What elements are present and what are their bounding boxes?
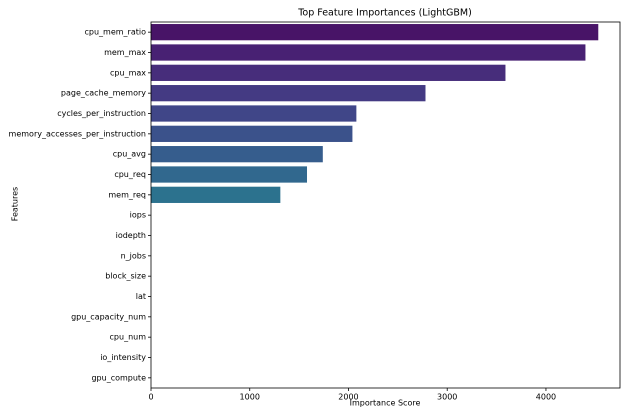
y-tick-label: cycles_per_instruction bbox=[57, 109, 146, 118]
y-tick-label: block_size bbox=[105, 272, 146, 281]
y-tick-label: page_cache_memory bbox=[61, 89, 146, 98]
y-tick-label: mem_req bbox=[108, 190, 146, 199]
y-tick-label: iodepth bbox=[116, 231, 146, 240]
bar bbox=[151, 105, 357, 122]
y-tick-label: cpu_max bbox=[110, 68, 146, 77]
plot-frame bbox=[150, 21, 621, 389]
x-tick-label: 4000 bbox=[536, 393, 556, 402]
bar bbox=[151, 146, 323, 163]
y-tick-label: lat bbox=[136, 292, 146, 301]
y-tick-label: cpu_req bbox=[114, 170, 146, 179]
y-tick-label: cpu_avg bbox=[113, 150, 146, 159]
y-tick-label: gpu_compute bbox=[91, 373, 146, 382]
bar bbox=[151, 44, 586, 61]
bar bbox=[151, 125, 353, 142]
x-tick-label: 0 bbox=[148, 393, 153, 402]
bar bbox=[151, 85, 426, 102]
x-tick-label: 1000 bbox=[240, 393, 260, 402]
y-tick-label: cpu_num bbox=[110, 333, 147, 342]
bar bbox=[151, 186, 281, 203]
bar bbox=[151, 166, 308, 183]
y-tick-label: io_intensity bbox=[100, 353, 146, 362]
y-tick-label: gpu_capacity_num bbox=[71, 312, 146, 321]
chart-title: Top Feature Importances (LightGBM) bbox=[297, 8, 472, 19]
y-tick-label: memory_accesses_per_instruction bbox=[9, 129, 146, 138]
y-axis-label: Features bbox=[11, 187, 20, 221]
x-tick-label: 3000 bbox=[437, 393, 457, 402]
y-tick-label: cpu_mem_ratio bbox=[85, 28, 147, 37]
bar bbox=[151, 24, 599, 41]
bar bbox=[151, 64, 506, 81]
y-tick-label: n_jobs bbox=[121, 251, 146, 260]
x-tick-label: 2000 bbox=[338, 393, 358, 402]
y-tick-label: mem_max bbox=[104, 48, 146, 57]
x-axis-label: Importance Score bbox=[350, 399, 421, 407]
y-tick-label: iops bbox=[130, 211, 146, 220]
